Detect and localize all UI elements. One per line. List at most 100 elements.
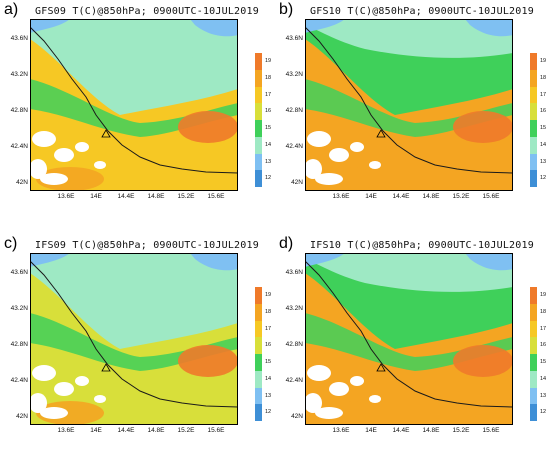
masked-area [350,376,364,386]
map-frame [30,19,238,191]
x-tick-label: 14.4E [117,193,135,200]
colorbar-label: 13 [540,158,547,165]
colorbar-segment [530,354,537,371]
x-tick-label: 15.2E [177,193,195,200]
x-tick-label: 14.8E [147,427,165,434]
cold-corner [465,19,513,37]
colorbar-label: 17 [265,325,272,332]
warm-patch [36,401,104,425]
cold-band [305,253,513,292]
colorbar [530,53,537,187]
colorbar-label: 17 [265,91,272,98]
station-marker [101,129,111,138]
colorbar-segment [530,86,537,104]
x-tick-label: 13.6E [332,193,350,200]
y-tick-label: 42.4N [285,377,303,384]
y-tick-label: 42.4N [10,377,28,384]
masked-area [94,395,106,403]
masked-area [30,159,47,179]
colorbar-label: 17 [540,91,547,98]
colorbar-label: 15 [265,125,272,131]
panel-title: IFS09 T(C)@850hPa; 0900UTC-10JUL2019 [35,240,259,251]
cold-corner [305,253,345,267]
hot-core [178,111,238,143]
temperature-map [305,253,513,425]
colorbar-label: 13 [265,158,272,165]
colorbar-label: 19 [265,58,272,64]
colorbar-segment [530,287,537,304]
colorbar-segment [530,170,537,187]
x-tick-label: 13.6E [57,193,75,200]
colorbar [530,287,537,421]
masked-area [315,407,343,419]
coastline [30,26,238,174]
x-tick-label: 15.6E [207,427,225,434]
x-tick-label: 15.6E [207,193,225,200]
y-tick-label: 42N [16,413,28,420]
colorbar [255,53,262,187]
x-tick-label: 14E [90,193,102,200]
coastline [305,26,513,174]
cold-corner [465,253,513,271]
colorbar-label: 12 [540,175,547,182]
panel-c: c) IFS09 T(C)@850hPa; 0900UTC-10JUL2019 … [0,234,275,467]
colorbar-segment [255,354,262,371]
colorbar [255,287,262,421]
masked-area [54,382,74,396]
masked-area [369,161,381,169]
masked-area [32,365,56,381]
panel-tag: a) [4,1,19,18]
temperature-map [305,19,513,191]
masked-area [315,173,343,185]
colorbar-label: 18 [265,308,272,315]
y-tick-label: 42N [291,179,303,186]
colorbar-segment [255,287,262,304]
colorbar-label: 14 [265,375,272,382]
panel-tag: b) [279,1,294,18]
colorbar-segment [255,303,262,321]
y-tick-label: 43.2N [285,71,303,78]
temperature-map [30,19,238,191]
colorbar-segment [530,53,537,70]
colorbar-segment [530,153,537,171]
masked-area [75,142,89,152]
panel-title: IFS10 T(C)@850hPa; 0900UTC-10JUL2019 [310,240,534,251]
x-tick-label: 15.2E [452,427,470,434]
y-tick-label: 43.2N [10,305,28,312]
temperature-map [30,253,238,425]
map-frame [305,19,513,191]
cold-corner [30,19,70,33]
x-tick-label: 14.8E [422,427,440,434]
x-tick-label: 14.4E [392,193,410,200]
x-tick-label: 15.6E [482,193,500,200]
colorbar-label: 18 [540,74,547,81]
masked-area [32,131,56,147]
station-marker [101,363,111,372]
colorbar-label: 12 [265,409,272,416]
masked-area [40,407,68,419]
colorbar-segment [255,53,262,70]
colorbar-segment [530,120,537,137]
y-tick-label: 43.2N [10,71,28,78]
colorbar-label: 19 [265,292,272,298]
station-marker [376,363,386,372]
y-tick-label: 43.2N [285,305,303,312]
colorbar-label: 14 [265,141,272,148]
masked-area [305,159,322,179]
x-tick-label: 13.6E [57,427,75,434]
colorbar-label: 16 [540,342,547,349]
x-tick-label: 14.8E [422,193,440,200]
cold-corner [305,19,345,33]
colorbar-segment [530,320,537,338]
colorbar-segment [255,86,262,104]
colorbar-segment [530,404,537,421]
y-tick-label: 42.8N [285,341,303,348]
x-tick-label: 15.2E [452,193,470,200]
colorbar-segment [255,170,262,187]
colorbar-label: 15 [265,359,272,365]
panel-title: GFS10 T(C)@850hPa; 0900UTC-10JUL2019 [310,6,534,17]
colorbar-segment [530,103,537,120]
colorbar-segment [255,404,262,421]
coastline [305,260,513,408]
colorbar-label: 14 [540,375,547,382]
